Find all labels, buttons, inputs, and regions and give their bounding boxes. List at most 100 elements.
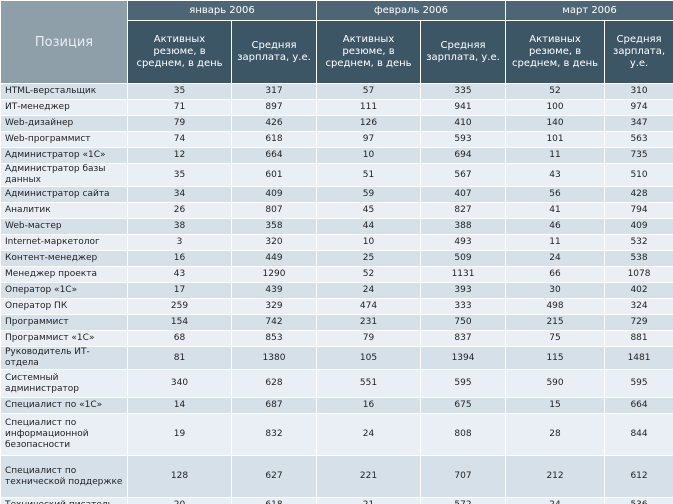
value-cell: 21 [316,497,422,504]
value-cell: 24 [505,250,606,267]
value-cell: 601 [230,163,318,187]
value-cell: 11 [505,147,606,164]
table-row: Оператор ПК 259 329 474 333 498 324 [0,298,673,315]
position-cell: Оператор «1С» [0,282,128,299]
value-cell: 474 [316,298,422,315]
value-cell: 16 [316,397,422,414]
value-cell: 974 [604,99,673,116]
value-cell: 154 [127,314,232,331]
table-row: Web-программист 74 618 97 593 101 563 [0,131,673,148]
value-cell: 532 [604,234,673,251]
value-cell: 14 [127,397,232,414]
value-cell: 317 [230,83,318,100]
value-cell: 212 [505,455,606,498]
table-row: Системный администратор 340 628 551 595 590 59… [0,369,673,398]
position-cell: Администратор базы данных [0,163,128,187]
value-cell: 10 [316,234,422,251]
value-cell: 694 [420,147,507,164]
value-cell: 426 [230,115,318,132]
value-cell: 100 [505,99,606,116]
table-row: Программист 154 742 231 750 215 729 [0,314,673,331]
value-cell: 34 [127,186,232,203]
value-cell: 310 [604,83,673,100]
position-cell: Internet-маркетолог [0,234,128,251]
value-cell: 1394 [420,346,507,370]
position-cell: Технический писатель [0,497,128,504]
value-cell: 551 [316,369,422,398]
value-cell: 388 [420,218,507,235]
value-cell: 105 [316,346,422,370]
value-cell: 664 [230,147,318,164]
value-cell: 407 [420,186,507,203]
value-cell: 590 [505,369,606,398]
value-cell: 12 [127,147,232,164]
table-row: Администратор «1С» 12 664 10 694 11 735 [0,147,673,164]
column-header: Активных резюме, в среднем, в день [505,20,606,84]
value-cell: 493 [420,234,507,251]
value-cell: 128 [127,455,232,498]
value-cell: 410 [420,115,507,132]
value-cell: 563 [604,131,673,148]
value-cell: 97 [316,131,422,148]
position-cell: Администратор сайта [0,186,128,203]
table-row: Контент-менеджер 16 449 25 509 24 538 [0,250,673,267]
value-cell: 567 [420,163,507,187]
position-cell: Web-программист [0,131,128,148]
position-header: Позиция [0,0,128,84]
value-cell: 627 [230,455,318,498]
value-cell: 827 [420,202,507,219]
value-cell: 259 [127,298,232,315]
value-cell: 41 [505,202,606,219]
value-cell: 26 [127,202,232,219]
value-cell: 335 [420,83,507,100]
position-cell: Специалист по информационной безопасност… [0,413,128,456]
position-cell: Web-дизайнер [0,115,128,132]
value-cell: 612 [604,455,673,498]
position-cell: Руководитель ИТ-отдела [0,346,128,370]
value-cell: 43 [505,163,606,187]
column-header: Средняя зарплата, у.е. [604,20,673,84]
value-cell: 735 [604,147,673,164]
value-cell: 320 [230,234,318,251]
value-cell: 46 [505,218,606,235]
value-cell: 402 [604,282,673,299]
value-cell: 1078 [604,266,673,283]
value-cell: 57 [316,83,422,100]
value-cell: 707 [420,455,507,498]
table-row: Менеджер проекта 43 1290 52 1131 66 1078 [0,266,673,283]
table-row: Web-мастер 38 358 44 388 46 409 [0,218,673,235]
value-cell: 10 [316,147,422,164]
value-cell: 409 [604,218,673,235]
column-header: Средняя зарплата, у.е. [230,20,318,84]
value-cell: 44 [316,218,422,235]
value-cell: 59 [316,186,422,203]
value-cell: 675 [420,397,507,414]
value-cell: 75 [505,330,606,347]
column-header: Средняя зарплата, у.е. [420,20,507,84]
value-cell: 3 [127,234,232,251]
value-cell: 25 [316,250,422,267]
value-cell: 221 [316,455,422,498]
value-cell: 140 [505,115,606,132]
value-cell: 595 [604,369,673,398]
position-cell: Web-мастер [0,218,128,235]
position-cell: Специалист по «1С» [0,397,128,414]
position-cell: Оператор ПК [0,298,128,315]
value-cell: 449 [230,250,318,267]
value-cell: 16 [127,250,232,267]
value-cell: 52 [505,83,606,100]
value-cell: 750 [420,314,507,331]
value-cell: 742 [230,314,318,331]
value-cell: 126 [316,115,422,132]
table-row: Администратор базы данных 35 601 51 567 43 510 [0,163,673,187]
value-cell: 593 [420,131,507,148]
value-cell: 439 [230,282,318,299]
column-header: Активных резюме, в среднем, в день [316,20,422,84]
value-cell: 30 [505,282,606,299]
subheader-row: Активных резюме, в среднем, в день Средня… [1,20,673,84]
value-cell: 358 [230,218,318,235]
value-cell: 115 [505,346,606,370]
value-cell: 664 [604,397,673,414]
value-cell: 24 [505,497,606,504]
value-cell: 19 [127,413,232,456]
